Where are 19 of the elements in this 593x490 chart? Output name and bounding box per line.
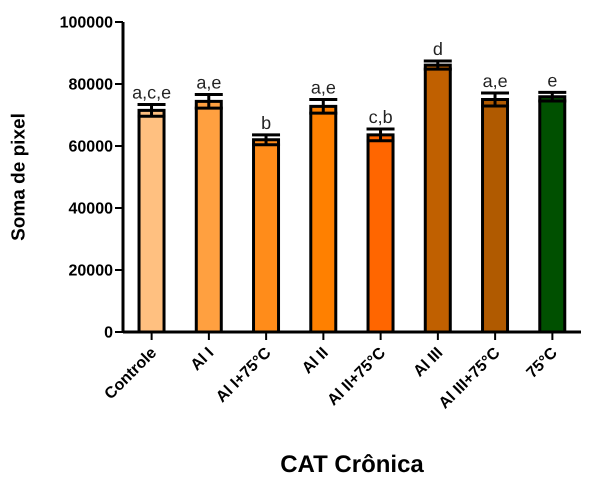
x-tick-label: Al I: [188, 344, 218, 374]
annotation: b: [261, 112, 272, 133]
annotation: c,b: [368, 106, 393, 127]
annotation: a,e: [482, 70, 508, 91]
y-tick-label: 40000: [68, 200, 114, 218]
x-tick-label: Al II: [299, 344, 332, 378]
y-tick-label: 100000: [60, 14, 114, 32]
y-tick-label: 80000: [68, 76, 114, 94]
y-tick-label: 20000: [68, 262, 114, 280]
y-tick-label: 60000: [68, 138, 114, 156]
y-axis-title: Soma de pixel: [8, 113, 30, 241]
annotation: a,c,e: [132, 82, 172, 102]
annotation: a,e: [310, 78, 336, 98]
x-axis-title: CAT Crônica: [280, 451, 424, 478]
y-tick-label: 0: [104, 324, 114, 342]
x-tick-label: Al III: [410, 344, 446, 380]
annotation: a,e: [196, 72, 222, 93]
annotation: e: [547, 70, 558, 90]
annotation: d: [432, 39, 443, 60]
